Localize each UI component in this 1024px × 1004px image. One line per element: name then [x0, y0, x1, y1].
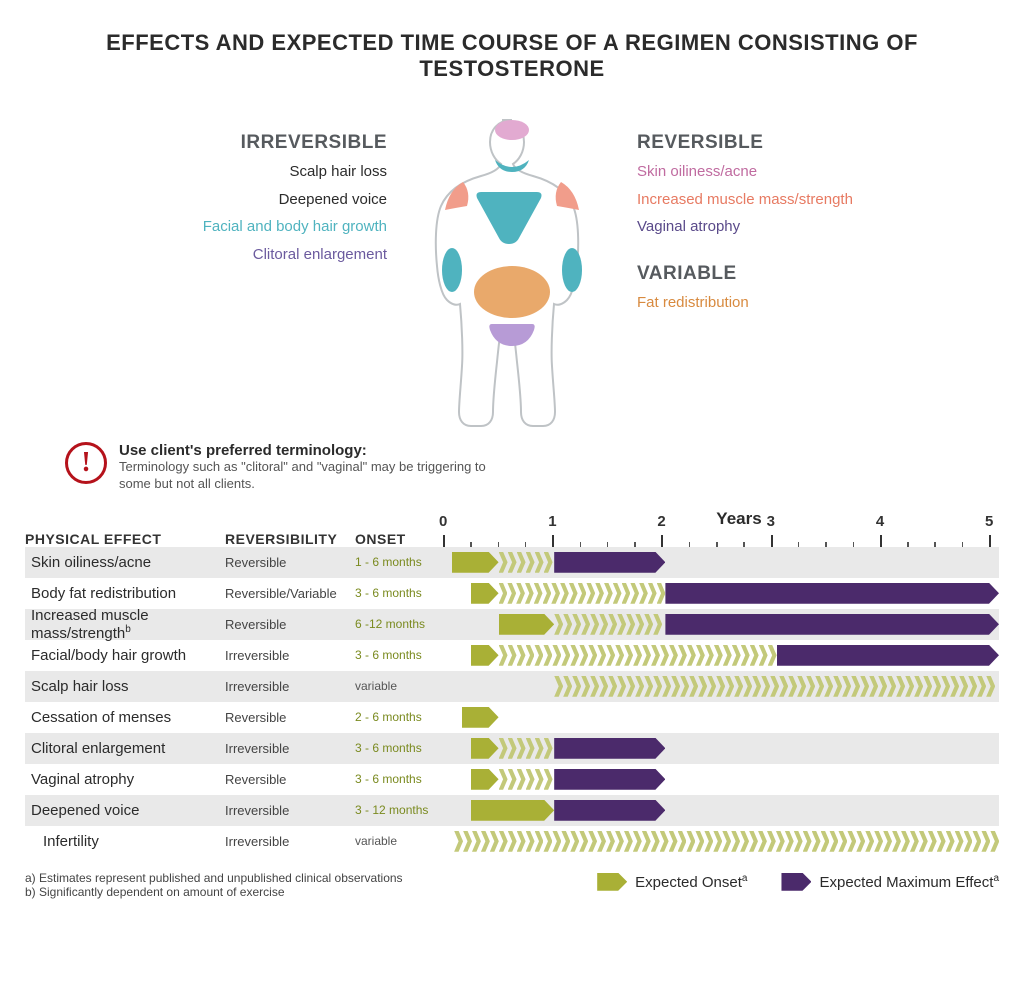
- footnotes: a) Estimates represent published and unp…: [25, 871, 403, 899]
- warning-title: Use client's preferred terminology:: [119, 442, 499, 459]
- cell-timeline-bar: [443, 795, 999, 826]
- human-body-icon: [407, 112, 617, 432]
- cell-reversibility: Irreversible: [225, 741, 355, 756]
- effect-label: Fat redistribution: [637, 293, 907, 313]
- body-diagram-section: IRREVERSIBLE Scalp hair loss Deepened voi…: [25, 112, 999, 432]
- cell-timeline-bar: [443, 671, 999, 702]
- cell-onset: 3 - 6 months: [355, 772, 443, 786]
- timeline-table: Years PHYSICAL EFFECT REVERSIBILITY ONSE…: [25, 513, 999, 899]
- cell-onset: variable: [355, 679, 443, 693]
- variable-header: VARIABLE: [637, 263, 907, 285]
- cell-effect: Cessation of menses: [25, 709, 225, 726]
- reversible-header: REVERSIBLE: [637, 132, 907, 154]
- cell-reversibility: Reversible/Variable: [225, 586, 355, 601]
- cell-effect: Scalp hair loss: [25, 678, 225, 695]
- table-row: Increased muscle mass/strengthbReversibl…: [25, 609, 999, 640]
- cell-onset: 3 - 6 months: [355, 741, 443, 755]
- cell-reversibility: Irreversible: [225, 803, 355, 818]
- cell-timeline-bar: [443, 547, 999, 578]
- effect-label: Scalp hair loss: [117, 162, 387, 182]
- body-figure: [407, 112, 617, 432]
- reversible-variable-column: REVERSIBLE Skin oiliness/acne Increased m…: [637, 112, 907, 432]
- cell-onset: 3 - 6 months: [355, 648, 443, 662]
- cell-effect: Infertility: [25, 833, 225, 850]
- cell-effect: Facial/body hair growth: [25, 647, 225, 664]
- legend: Expected Onseta Expected Maximum Effecta: [597, 873, 999, 891]
- cell-timeline-bar: [443, 826, 999, 857]
- effect-label: Deepened voice: [117, 190, 387, 210]
- effect-label: Clitoral enlargement: [117, 245, 387, 265]
- cell-effect: Vaginal atrophy: [25, 771, 225, 788]
- table-row: Deepened voiceIrreversible3 - 12 months: [25, 795, 999, 826]
- table-row: Body fat redistributionReversible/Variab…: [25, 578, 999, 609]
- terminology-warning: ! Use client's preferred terminology: Te…: [65, 442, 999, 493]
- cell-reversibility: Irreversible: [225, 648, 355, 663]
- cell-onset: variable: [355, 834, 443, 848]
- cell-onset: 6 -12 months: [355, 617, 443, 631]
- cell-timeline-bar: [443, 733, 999, 764]
- effect-label: Facial and body hair growth: [117, 217, 387, 237]
- cell-effect: Deepened voice: [25, 802, 225, 819]
- cell-timeline-bar: [443, 578, 999, 609]
- irreversible-header: IRREVERSIBLE: [117, 132, 387, 154]
- cell-reversibility: Reversible: [225, 772, 355, 787]
- cell-reversibility: Irreversible: [225, 679, 355, 694]
- table-row: InfertilityIrreversiblevariable: [25, 826, 999, 857]
- page-title: EFFECTS AND EXPECTED TIME COURSE OF A RE…: [25, 30, 999, 82]
- cell-reversibility: Irreversible: [225, 834, 355, 849]
- legend-max-effect: Expected Maximum Effecta: [781, 873, 999, 891]
- table-row: Facial/body hair growthIrreversible3 - 6…: [25, 640, 999, 671]
- table-row: Scalp hair lossIrreversiblevariable: [25, 671, 999, 702]
- table-row: Clitoral enlargementIrreversible3 - 6 mo…: [25, 733, 999, 764]
- col-header-effect: PHYSICAL EFFECT: [25, 531, 225, 547]
- cell-onset: 3 - 12 months: [355, 803, 443, 817]
- effect-label: Increased muscle mass/strength: [637, 190, 907, 210]
- footnote-a: a) Estimates represent published and unp…: [25, 871, 403, 885]
- col-header-onset: ONSET: [355, 531, 443, 547]
- table-row: Skin oiliness/acneReversible1 - 6 months: [25, 547, 999, 578]
- cell-timeline-bar: [443, 764, 999, 795]
- cell-reversibility: Reversible: [225, 617, 355, 632]
- cell-effect: Increased muscle mass/strengthb: [25, 607, 225, 642]
- effect-label: Skin oiliness/acne: [637, 162, 907, 182]
- cell-timeline-bar: [443, 702, 999, 733]
- table-row: Cessation of mensesReversible2 - 6 month…: [25, 702, 999, 733]
- cell-onset: 2 - 6 months: [355, 710, 443, 724]
- warning-icon: !: [65, 442, 107, 484]
- legend-onset: Expected Onseta: [597, 873, 747, 891]
- table-row: Vaginal atrophyReversible3 - 6 months: [25, 764, 999, 795]
- warning-body: Terminology such as "clitoral" and "vagi…: [119, 459, 499, 493]
- col-header-reversibility: REVERSIBILITY: [225, 531, 355, 547]
- cell-effect: Skin oiliness/acne: [25, 554, 225, 571]
- cell-timeline-bar: [443, 640, 999, 671]
- year-axis: 012345: [443, 513, 999, 547]
- cell-reversibility: Reversible: [225, 555, 355, 570]
- effect-label: Vaginal atrophy: [637, 217, 907, 237]
- footnote-b: b) Significantly dependent on amount of …: [25, 885, 403, 899]
- axis-header-row: PHYSICAL EFFECT REVERSIBILITY ONSET 0123…: [25, 513, 999, 547]
- cell-timeline-bar: [443, 609, 999, 640]
- irreversible-column: IRREVERSIBLE Scalp hair loss Deepened voi…: [117, 112, 387, 432]
- cell-onset: 1 - 6 months: [355, 555, 443, 569]
- cell-effect: Body fat redistribution: [25, 585, 225, 602]
- cell-effect: Clitoral enlargement: [25, 740, 225, 757]
- cell-reversibility: Reversible: [225, 710, 355, 725]
- cell-onset: 3 - 6 months: [355, 586, 443, 600]
